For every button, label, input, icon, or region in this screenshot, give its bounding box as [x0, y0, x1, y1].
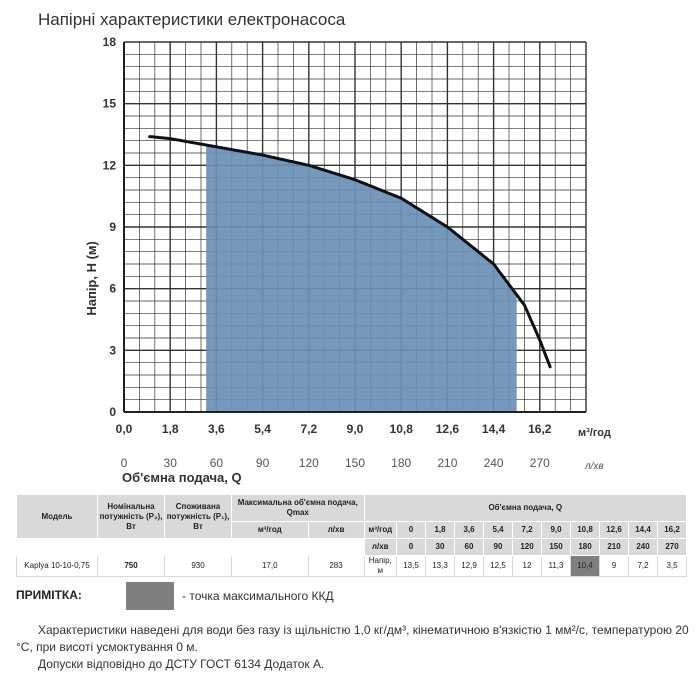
flow-l-cell: 240	[628, 538, 658, 556]
note: ПРИМІТКА: - точка максимального ККД	[16, 582, 616, 612]
head-value-cell: 11,3	[541, 555, 571, 577]
p2-header: Номінальна потужність (Р₂), Вт	[97, 494, 165, 539]
head-value-cell: 12,5	[483, 555, 513, 577]
model-cell: Kaplya 10-10-0,75	[16, 555, 98, 577]
head-value-cell: 10,4	[570, 555, 600, 577]
flow-l-cell: 90	[483, 538, 513, 556]
flow-l-cell: 60	[454, 538, 484, 556]
operating-range-area	[206, 145, 517, 413]
flow-m3-cell: 14,4	[628, 521, 658, 539]
flow-m3-cell: 1,8	[425, 521, 455, 539]
axes	[123, 42, 586, 413]
head-curve	[148, 135, 552, 369]
y-tick-label: 12	[103, 158, 117, 172]
footer-conditions: Характеристики наведені для води без газ…	[16, 623, 689, 654]
x2-tick-label: 30	[164, 456, 178, 470]
qmax-l-cell: 283	[307, 555, 365, 577]
p2-cell: 750	[97, 555, 165, 577]
x-tick-label: 9,0	[347, 422, 364, 436]
flow-m3-cell: 0	[396, 521, 426, 539]
y-tick-label: 6	[109, 282, 116, 296]
x-tick-label: 7,2	[300, 422, 317, 436]
footer-tolerances: Допуски відповідно до ДСТУ ГОСТ 6134 Дод…	[38, 657, 325, 671]
x-tick-label: 0,0	[116, 422, 133, 436]
qmax-header: Максимальна об'ємна подача, Qmax	[231, 494, 365, 522]
model-header: Модель	[16, 494, 98, 539]
head-value-cell: 7,2	[628, 555, 658, 577]
head-label-cell: Напір, м	[363, 555, 398, 577]
x-tick-label: 10,8	[390, 422, 414, 436]
y-tick-label: 3	[109, 343, 116, 357]
flow-l-cell: 270	[657, 538, 687, 556]
head-value-cell: 3,5	[657, 555, 687, 577]
x2-tick-label: 0	[121, 456, 128, 470]
flow-m3-cell: 9,0	[541, 521, 571, 539]
y-tick-label: 0	[109, 405, 116, 419]
note-label: ПРИМІТКА:	[16, 588, 82, 602]
qmax-unit-m3: м³/год	[231, 521, 309, 539]
x-tick-label: 12,6	[436, 422, 460, 436]
qmax-unit-l: л/хв	[307, 521, 365, 539]
flow-m3-cell: 12,6	[599, 521, 629, 539]
note-text: - точка максимального ККД	[182, 589, 334, 603]
x-tick-label: 1,8	[162, 422, 179, 436]
head-value-cell: 13,3	[425, 555, 455, 577]
shaded-region	[206, 145, 517, 413]
flow-l-cell: 180	[570, 538, 600, 556]
y-axis-title: Напір, Н (м)	[84, 241, 99, 316]
unit-m3-label: м³/год	[363, 521, 398, 539]
head-value-cell: 13,5	[396, 555, 426, 577]
flow-l-cell: 30	[425, 538, 455, 556]
x-axis-title: Об'ємна подача, Q	[122, 470, 242, 485]
head-value-cell: 9	[599, 555, 629, 577]
unit-l-label: л/хв	[363, 538, 398, 556]
x2-tick-label: 210	[437, 456, 457, 470]
x2-tick-label: 60	[210, 456, 224, 470]
x2-tick-label: 90	[256, 456, 270, 470]
max-efficiency-swatch	[126, 582, 174, 610]
flow-l-cell: 120	[512, 538, 542, 556]
flow-l-cell: 150	[541, 538, 571, 556]
x2-tick-label: 180	[391, 456, 411, 470]
x2-tick-label: 120	[299, 456, 319, 470]
x-unit-label: м³/год	[578, 427, 611, 439]
y-tick-label: 9	[109, 220, 116, 234]
x-tick-label: 3,6	[208, 422, 225, 436]
head-chart: 0 3 6 9 12 15 18 0,0 1,8 3,6 5,4 7,2 9,0 10,8 12,6 14,4…	[84, 35, 611, 485]
head-value-cell: 12,9	[454, 555, 484, 577]
x2-tick-label: 240	[484, 456, 504, 470]
x2-tick-label: 270	[530, 456, 550, 470]
chart-title: Напірні характеристики електронасоса	[38, 10, 346, 29]
x2-unit-label: л/хв	[584, 461, 604, 472]
spec-table: Модель Номінальна потужність (Р₂), Вт Сп…	[16, 494, 688, 577]
flow-m3-cell: 7,2	[512, 521, 542, 539]
flow-m3-cell: 3,6	[454, 521, 484, 539]
tick-labels: 0 3 6 9 12 15 18 0,0 1,8 3,6 5,4 7,2 9,0 10,8 12,6 14,4…	[84, 35, 611, 485]
flow-m3-cell: 16,2	[657, 521, 687, 539]
flow-l-cell: 210	[599, 538, 629, 556]
x2-tick-label: 150	[345, 456, 365, 470]
p1-cell: 930	[164, 555, 232, 577]
p1-header: Споживана потужність (Р₁), Вт	[164, 494, 232, 539]
flow-m3-cell: 10,8	[570, 521, 600, 539]
head-value-cell: 12	[512, 555, 542, 577]
flow-m3-cell: 5,4	[483, 521, 513, 539]
x-tick-label: 14,4	[482, 422, 506, 436]
y-tick-label: 15	[103, 97, 117, 111]
flow-header: Об'ємна подача, Q	[363, 494, 688, 522]
flow-l-cell: 0	[396, 538, 426, 556]
x-tick-label: 5,4	[254, 422, 271, 436]
y-tick-label: 18	[103, 35, 117, 49]
qmax-m3-cell: 17,0	[231, 555, 309, 577]
x-tick-label: 16,2	[528, 422, 552, 436]
